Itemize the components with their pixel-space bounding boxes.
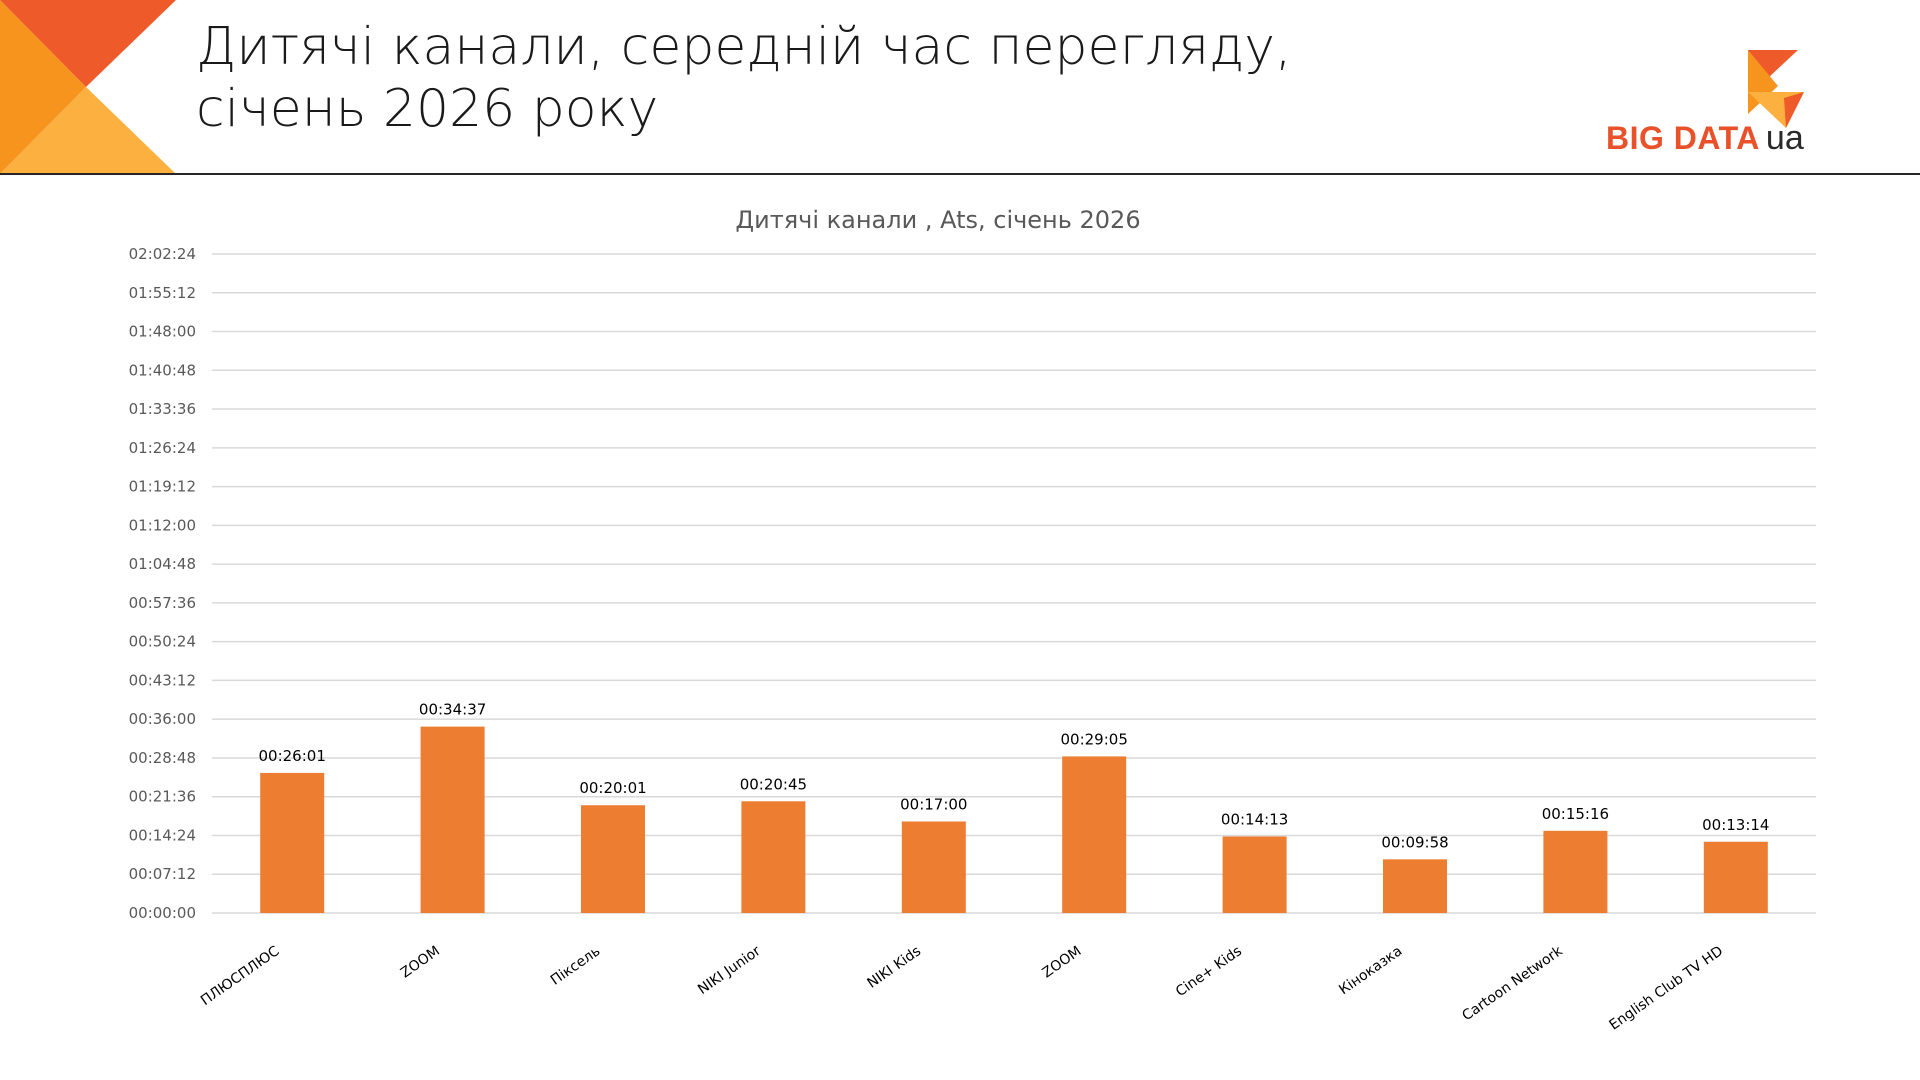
y-tick-label: 01:55:12 [129, 284, 196, 302]
y-tick-label: 01:48:00 [129, 323, 196, 341]
x-tick-label: NIKI Kids [864, 943, 924, 991]
x-tick-label: ПЛЮСПЛЮС [198, 943, 283, 1009]
x-tick-label: ZOOM [1040, 943, 1085, 981]
header-divider [0, 173, 1920, 175]
page-title: Дитячі канали, середній час перегляду, с… [196, 16, 1292, 140]
bar-value-label: 00:17:00 [900, 795, 967, 813]
y-tick-label: 01:04:48 [129, 555, 196, 573]
bar [1222, 836, 1287, 913]
bar-value-label: 00:26:01 [259, 747, 326, 765]
x-tick-label: Піксель [548, 943, 603, 988]
bar [581, 805, 645, 913]
logo-mark-icon [1748, 50, 1804, 128]
y-tick-label: 00:43:12 [129, 671, 196, 689]
y-tick-label: 00:36:00 [129, 710, 196, 728]
y-tick-label: 02:02:24 [129, 245, 196, 263]
bar-value-label: 00:15:16 [1542, 805, 1609, 823]
y-tick-label: 00:21:36 [129, 788, 196, 806]
corner-triangle-bottom [0, 87, 176, 174]
bar [260, 772, 325, 913]
bar [1383, 859, 1447, 913]
bar [420, 726, 485, 913]
page-title-line2: січень 2026 року [196, 79, 659, 139]
x-tick-label: English Club TV HD [1607, 943, 1727, 1033]
page-title-line1: Дитячі канали, середній час перегляду, [196, 17, 1292, 77]
bar-value-label: 00:29:05 [1061, 730, 1128, 748]
logo-text: BIG DATA ua [1606, 118, 1804, 165]
x-tick-label: Cartoon Network [1459, 943, 1566, 1025]
corner-triangle-top [0, 0, 176, 87]
bar [901, 821, 966, 913]
bar [1062, 756, 1127, 913]
bar [1703, 841, 1768, 913]
y-tick-label: 00:50:24 [129, 633, 196, 651]
x-tick-label: ZOOM [398, 943, 443, 981]
y-tick-label: 01:12:00 [129, 516, 196, 534]
y-tick-label: 01:40:48 [129, 361, 196, 379]
logo-text-big: BIG DATA [1606, 120, 1760, 156]
y-tick-label: 01:19:12 [129, 478, 196, 496]
bar-value-label: 00:20:01 [579, 779, 646, 797]
bar-value-label: 00:09:58 [1381, 833, 1448, 851]
y-tick-label: 00:07:12 [129, 865, 196, 883]
y-tick-label: 00:00:00 [129, 904, 196, 922]
corner-triangle-left [0, 0, 86, 174]
bar [741, 801, 806, 913]
bar [1543, 830, 1608, 913]
chart-title: Дитячі канали , Ats, січень 2026 [735, 206, 1140, 234]
bar-value-label: 00:20:45 [740, 775, 807, 793]
bar-value-label: 00:13:14 [1702, 816, 1769, 834]
big-data-ua-logo: BIG DATA ua [1606, 46, 1830, 160]
y-tick-label: 00:57:36 [129, 594, 196, 612]
y-tick-label: 00:28:48 [129, 749, 196, 767]
bar-value-label: 00:14:13 [1221, 810, 1288, 828]
x-tick-label: Кіноказка [1336, 943, 1405, 998]
bar-chart: Дитячі канали , Ats, січень 2026 00:00:00… [129, 206, 1816, 1034]
y-tick-label: 01:26:24 [129, 439, 196, 457]
bar-value-label: 00:34:37 [419, 701, 486, 719]
logo-text-ua: ua [1765, 119, 1804, 157]
x-tick-label: Cine+ Kids [1173, 943, 1245, 1000]
y-tick-label: 00:14:24 [129, 826, 196, 844]
y-tick-label: 01:33:36 [129, 400, 196, 418]
x-tick-label: NIKI Junior [695, 943, 764, 998]
corner-decoration [0, 0, 176, 174]
